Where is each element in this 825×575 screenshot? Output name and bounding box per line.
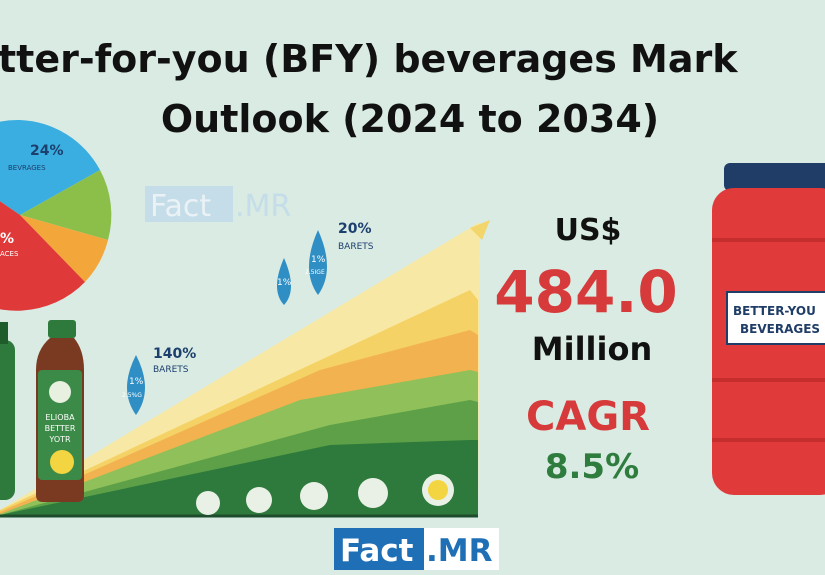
icon: [246, 487, 272, 513]
pie: 24% BEVRAGES % ACES: [0, 119, 112, 311]
bottle-text: ELIOBA: [45, 413, 75, 422]
bottle-cap: [0, 322, 8, 344]
jar-text: BEVERAGES: [740, 322, 820, 336]
title: Outlook (2024 to 2034): [161, 97, 659, 141]
pie-label: %: [0, 231, 14, 247]
pie-slice: [0, 201, 85, 311]
arrow-head: [470, 220, 490, 240]
pie-slice: [0, 119, 20, 215]
bottle: [0, 340, 15, 500]
cagr-value: 8.5%: [545, 447, 639, 487]
jar-label: [726, 291, 825, 345]
drop: [309, 230, 327, 295]
callout-value: 20%: [338, 221, 372, 237]
bottle-cap: [48, 320, 76, 338]
callout-value: 140%: [153, 346, 196, 362]
logo-text: Fact: [340, 533, 414, 569]
drops: 1% 1% 2.5IGE 1% 2.5%G: [122, 230, 327, 415]
jar: BETTER-YOU BEVERAGES: [712, 163, 825, 495]
bottle-text: YOTR: [48, 435, 71, 444]
watermark-text: Fact: [150, 189, 211, 224]
bottles: ELIOBA BETTER YOTR: [0, 320, 84, 502]
jar-text: BETTER-YOU: [733, 304, 816, 318]
logo-text: .MR: [426, 533, 493, 569]
logo-left: [334, 528, 424, 570]
stat-unit: Million: [532, 330, 652, 368]
icon: [300, 482, 328, 510]
pie-label: BEVRAGES: [8, 164, 46, 172]
title: tter-for-you (BFY) beverages Mark: [0, 37, 738, 81]
pie-slice: [20, 170, 112, 240]
drop: [127, 355, 145, 415]
stat-value: 484.0: [494, 258, 677, 326]
pie-slice: [20, 215, 108, 282]
icons: [196, 474, 454, 515]
drop-label: 1%: [277, 278, 292, 288]
jar-lid: [724, 163, 825, 191]
watermark-box: [145, 186, 233, 222]
drop-label: 1%: [311, 255, 326, 265]
watermark-text: .MR: [235, 189, 291, 224]
drop-label: 2.5%G: [122, 392, 142, 399]
icon: [358, 478, 388, 508]
pie-label: ACES: [0, 250, 19, 258]
bottle-logo: [49, 381, 71, 403]
bottle-text: BETTER: [45, 424, 76, 433]
cagr-label: CAGR: [526, 394, 650, 440]
icon: [196, 491, 220, 515]
icon-lemon: [428, 480, 448, 500]
bottle-lemon: [50, 450, 74, 474]
pie-slice: [20, 120, 100, 215]
drop: [277, 258, 291, 305]
pie-label: 24%: [30, 143, 64, 159]
drop-label: 1%: [129, 377, 144, 387]
bottle-label: [38, 370, 82, 480]
callout-label: BARETS: [153, 365, 189, 375]
callout-label: BARETS: [338, 242, 374, 252]
stat-currency: US$: [555, 213, 622, 248]
drop-label: 2.5IGE: [305, 269, 325, 276]
